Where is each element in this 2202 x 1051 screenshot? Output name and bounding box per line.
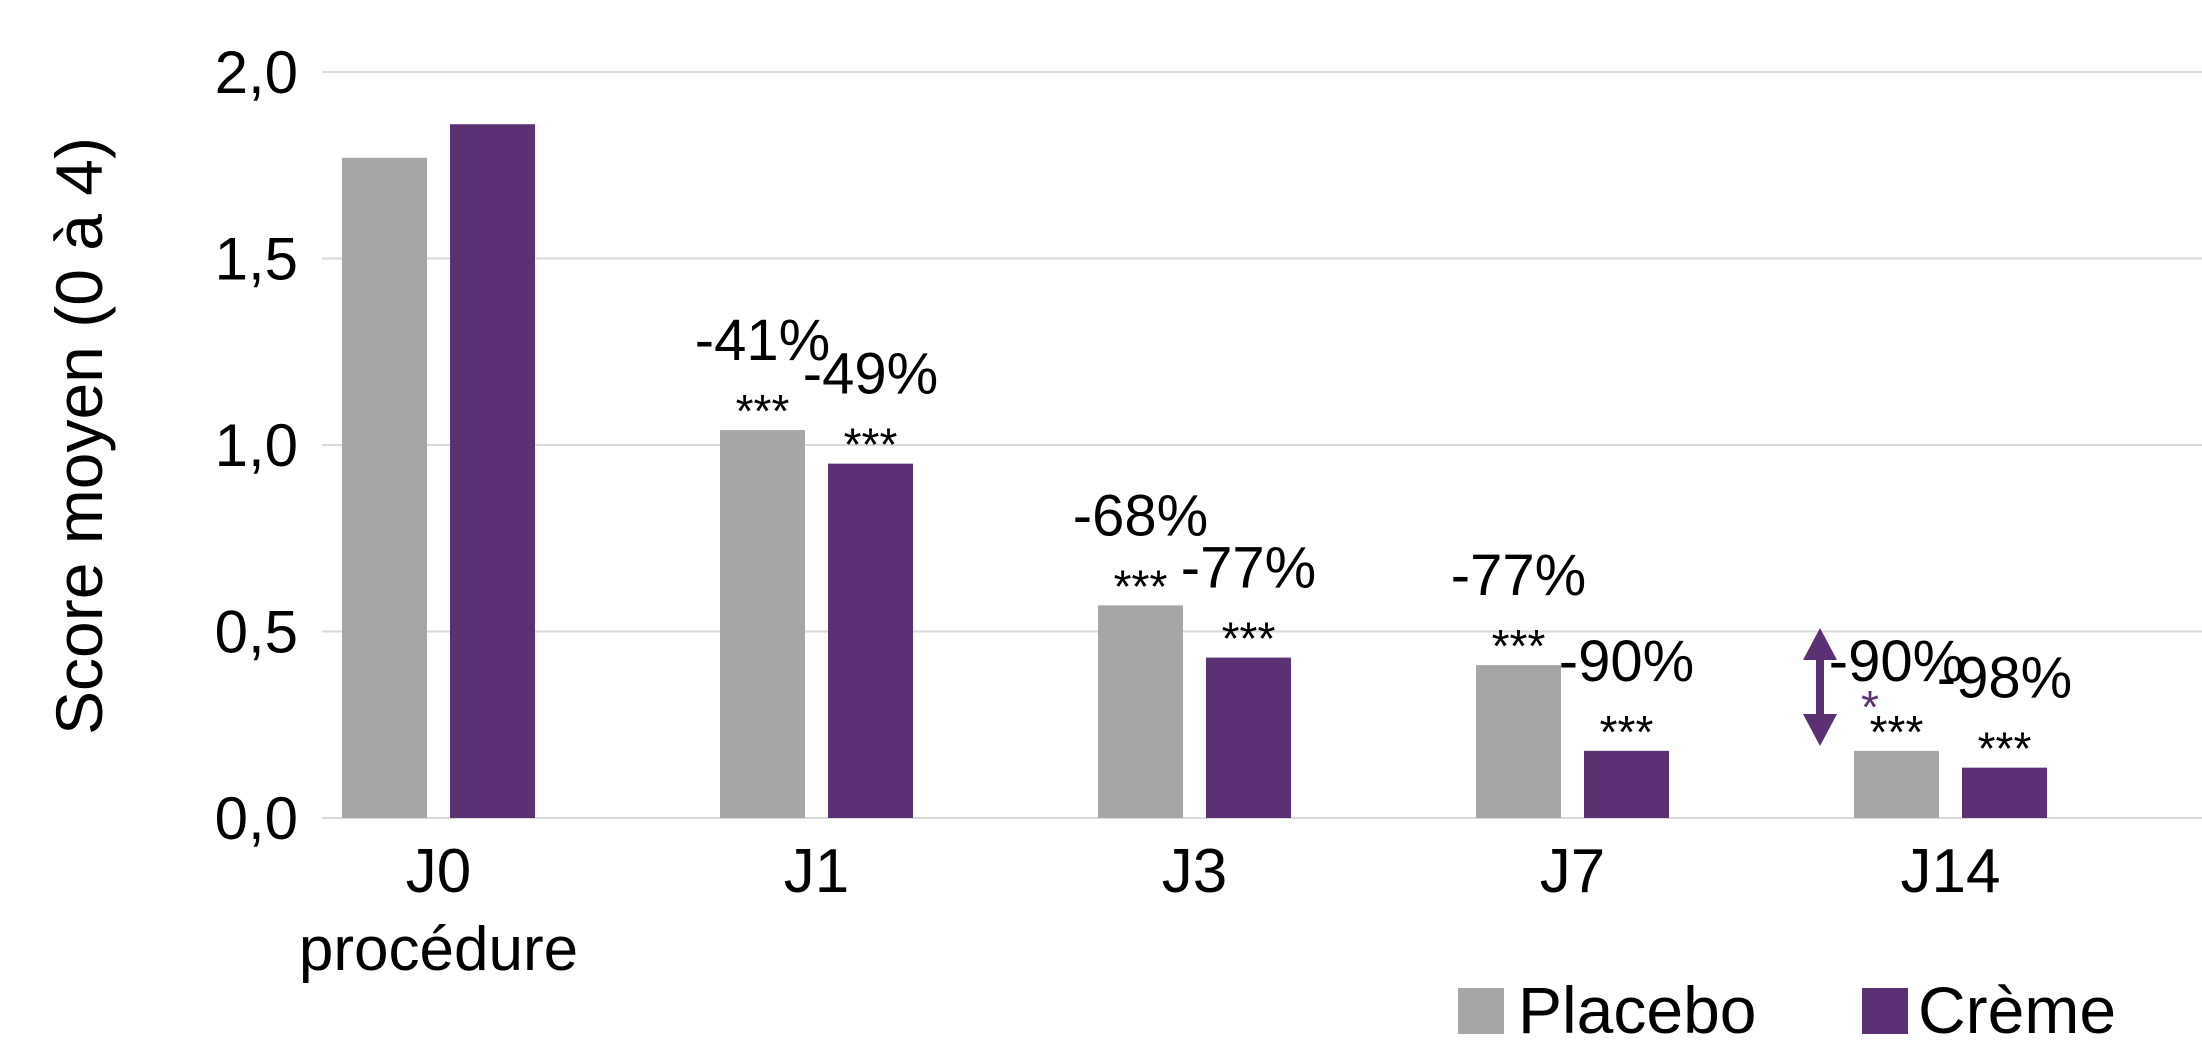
y-tick-label: 0,5	[215, 599, 298, 666]
percent-change-label: -77%	[1451, 543, 1586, 608]
bar-placebo-4	[1854, 750, 1939, 818]
y-axis-title: Score moyen (0 à 4)	[42, 137, 116, 735]
between-group-significance-label: *	[1861, 681, 1879, 733]
x-axis-labels: J0 procédure J1 J3 J7 J14	[299, 837, 2001, 984]
x-category-label: J7	[1540, 837, 1605, 906]
percent-change-label: -77%	[1181, 536, 1316, 601]
y-tick-label: 2,0	[215, 39, 298, 106]
between-group-significance: *	[1803, 628, 1879, 746]
percent-change-label: -90%	[1559, 629, 1694, 694]
significance-label: ***	[1870, 706, 1924, 758]
percent-change-label: -90%	[1829, 629, 1964, 694]
significance-label: ***	[1114, 560, 1168, 612]
bar-crme-1	[828, 463, 913, 818]
x-category-label: J0	[406, 837, 471, 906]
x-category-label: J1	[784, 837, 849, 906]
percent-change-label: -49%	[803, 342, 938, 407]
percent-change-label: -68%	[1073, 483, 1208, 548]
significance-label: ***	[1978, 723, 2032, 775]
x-category-label: J14	[1901, 837, 2001, 906]
significance-label: ***	[1600, 706, 1654, 758]
bars	[342, 124, 2047, 819]
bar-crme-4	[1962, 767, 2047, 818]
percent-change-label: -98%	[1937, 646, 2072, 711]
arrow-up-icon	[1803, 628, 1837, 660]
significance-label: ***	[1222, 613, 1276, 665]
bar-placebo-3	[1476, 665, 1561, 818]
legend-swatch	[1458, 988, 1504, 1034]
significance-label: ***	[844, 419, 898, 471]
bar-crme-0	[450, 124, 535, 819]
significance-label: ***	[1492, 620, 1546, 672]
y-tick-label: 1,5	[215, 226, 298, 293]
x-category-sublabel: procédure	[299, 915, 578, 984]
bar-placebo-1	[720, 430, 805, 818]
bar-placebo-0	[342, 157, 427, 819]
bar-annotations: -41%***-49%***-68%*** -77%***-77%*** -90%*…	[695, 308, 2072, 775]
legend-label: Crème	[1918, 973, 2116, 1047]
percent-change-label: -41%	[695, 308, 830, 373]
arrow-down-icon	[1803, 714, 1837, 746]
y-axis-ticks: 0,0 0,5 1,0 1,5 2,0	[215, 39, 298, 852]
legend-swatch	[1862, 988, 1908, 1034]
significance-label: ***	[736, 385, 790, 437]
bar-crme-3	[1584, 750, 1669, 818]
x-category-label: J3	[1162, 837, 1227, 906]
bar-placebo-2	[1098, 605, 1183, 818]
y-tick-label: 1,0	[215, 412, 298, 479]
legend-label: Placebo	[1518, 973, 1757, 1047]
y-tick-label: 0,0	[215, 785, 298, 852]
legend: Placebo Crème	[1458, 973, 2116, 1047]
bar-crme-2	[1206, 657, 1291, 818]
